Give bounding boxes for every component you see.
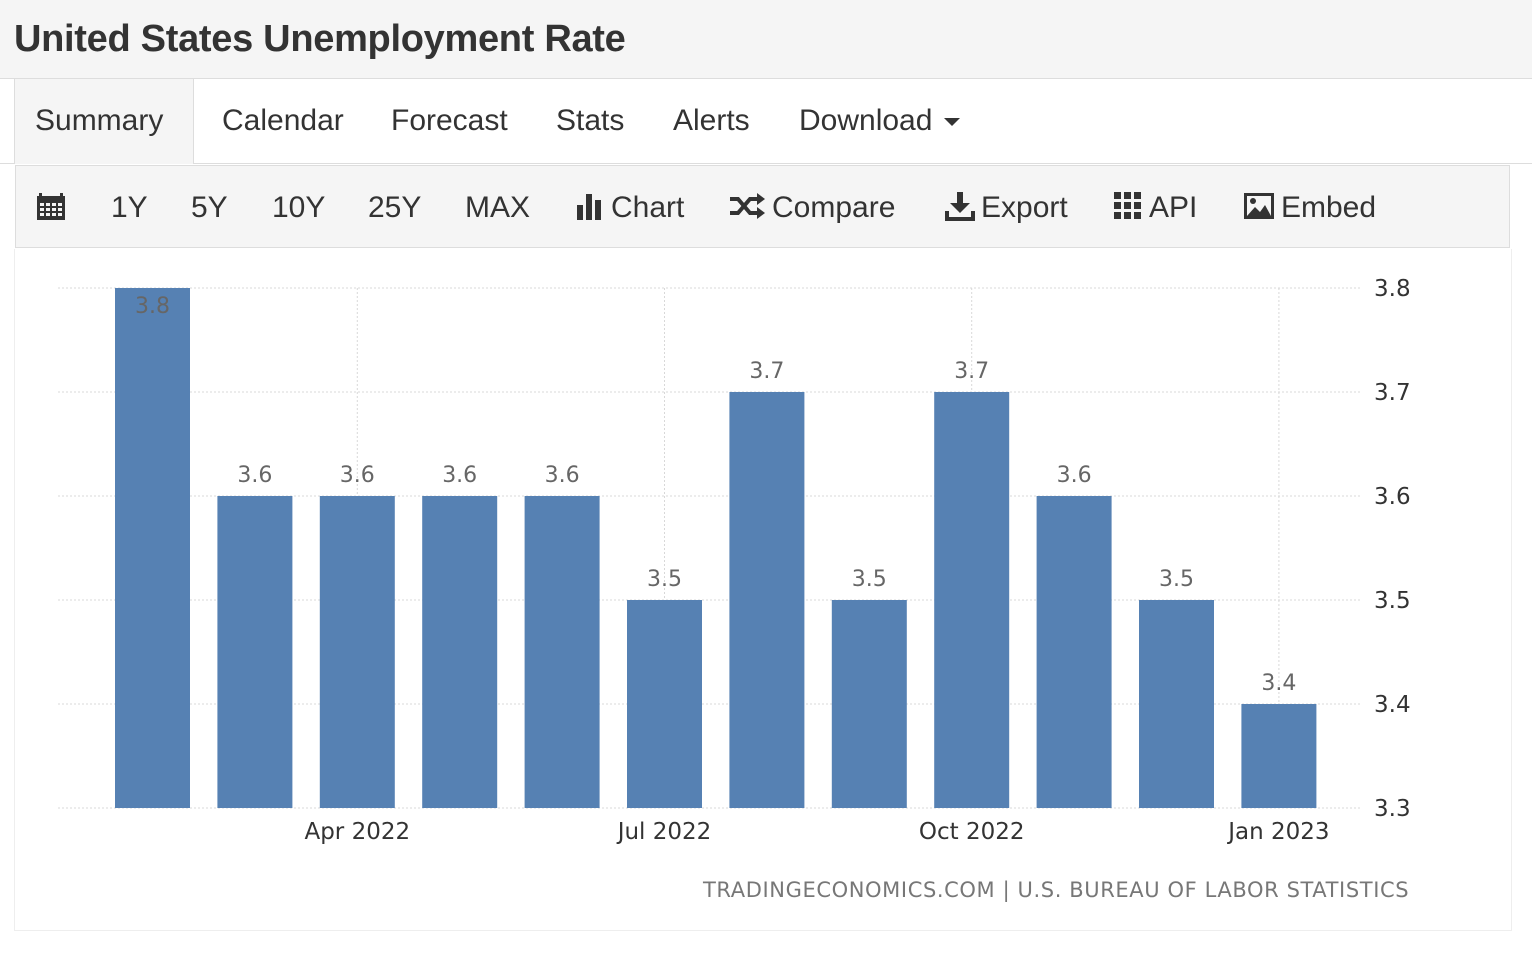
data-label: 3.4 bbox=[1261, 671, 1296, 696]
bar[interactable] bbox=[115, 288, 190, 808]
embed-button[interactable]: Embed bbox=[1243, 166, 1376, 249]
bar[interactable] bbox=[422, 496, 498, 808]
y-tick-label: 3.3 bbox=[1374, 796, 1411, 822]
y-tick-label: 3.5 bbox=[1374, 588, 1411, 614]
tab-download[interactable]: Download bbox=[799, 79, 961, 163]
bar[interactable] bbox=[319, 496, 395, 808]
data-label: 3.7 bbox=[954, 359, 989, 384]
tab-alerts-label: Alerts bbox=[673, 104, 750, 137]
export-button[interactable]: Export bbox=[945, 166, 1068, 249]
data-label: 3.6 bbox=[340, 463, 375, 488]
range-5y-button[interactable]: 5Y bbox=[191, 191, 228, 224]
tab-forecast-label: Forecast bbox=[391, 104, 508, 137]
data-label: 3.6 bbox=[1057, 463, 1092, 488]
tab-stats[interactable]: Stats bbox=[556, 79, 624, 163]
embed-label: Embed bbox=[1281, 191, 1377, 224]
data-labels: 3.8 3.6 3.6 3.6 3.6 3.5 3.7 3.5 3.7 3.6 3.5 3.4 bbox=[135, 294, 1296, 696]
tab-alerts[interactable]: Alerts bbox=[673, 79, 750, 163]
data-label: 3.5 bbox=[647, 567, 682, 592]
calendar-icon bbox=[37, 193, 65, 221]
y-tick-label: 3.4 bbox=[1374, 692, 1411, 718]
data-label: 3.6 bbox=[545, 463, 580, 488]
source-site: TRADINGECONOMICS.COM bbox=[703, 878, 996, 902]
source-separator: | bbox=[1002, 878, 1011, 902]
tab-stats-label: Stats bbox=[556, 104, 625, 137]
api-button[interactable]: API bbox=[1113, 166, 1197, 249]
caret-down-icon bbox=[944, 118, 961, 127]
bar-chart-icon bbox=[577, 194, 601, 221]
y-tick-label: 3.7 bbox=[1374, 380, 1411, 406]
x-tick-label: Jul 2022 bbox=[616, 819, 712, 845]
tab-forecast[interactable]: Forecast bbox=[391, 79, 508, 163]
chart-type-button[interactable]: Chart bbox=[575, 166, 684, 249]
source-credit: TRADINGECONOMICS.COM | U.S. BUREAU OF LA… bbox=[703, 878, 1409, 902]
tab-calendar[interactable]: Calendar bbox=[222, 79, 344, 163]
chart-label: Chart bbox=[611, 191, 685, 224]
source-agency: U.S. BUREAU OF LABOR STATISTICS bbox=[1017, 878, 1410, 902]
data-label: 3.6 bbox=[442, 463, 477, 488]
grid-icon bbox=[1114, 192, 1141, 220]
tab-summary-label: Summary bbox=[35, 104, 164, 137]
tab-summary[interactable]: Summary bbox=[14, 79, 194, 164]
x-tick-label: Jan 2023 bbox=[1226, 819, 1329, 845]
y-tick-label: 3.8 bbox=[1374, 276, 1411, 302]
api-label: API bbox=[1149, 191, 1198, 224]
data-label: 3.6 bbox=[237, 463, 272, 488]
tab-download-label: Download bbox=[799, 104, 933, 137]
range-25y-button[interactable]: 25Y bbox=[368, 191, 422, 224]
bar[interactable] bbox=[217, 496, 293, 808]
image-icon bbox=[1244, 193, 1274, 220]
tab-calendar-label: Calendar bbox=[222, 104, 344, 137]
compare-button[interactable]: Compare bbox=[728, 166, 895, 249]
bars bbox=[115, 288, 1317, 808]
page-title: United States Unemployment Rate bbox=[14, 18, 626, 60]
bar[interactable] bbox=[627, 600, 702, 808]
export-label: Export bbox=[981, 191, 1068, 224]
data-label: 3.8 bbox=[135, 294, 170, 319]
x-tick-label: Oct 2022 bbox=[919, 819, 1025, 845]
calendar-button[interactable] bbox=[36, 166, 72, 249]
range-1y-button[interactable]: 1Y bbox=[111, 191, 148, 224]
range-10y-button[interactable]: 10Y bbox=[272, 191, 326, 224]
shuffle-icon bbox=[730, 193, 765, 220]
data-label: 3.5 bbox=[852, 567, 887, 592]
bar[interactable] bbox=[729, 392, 805, 808]
data-label: 3.5 bbox=[1159, 567, 1194, 592]
bar[interactable] bbox=[1139, 600, 1214, 808]
range-max-button[interactable]: MAX bbox=[465, 191, 531, 224]
tab-bar: Summary Calendar Forecast Stats Alerts D… bbox=[0, 79, 1532, 164]
axis-labels: 3.3 3.4 3.5 3.6 3.7 3.8 Apr 2022 Jul 2022 Oct 20… bbox=[304, 276, 1410, 845]
data-label: 3.7 bbox=[749, 359, 784, 384]
bar[interactable] bbox=[524, 496, 600, 808]
download-icon bbox=[945, 192, 975, 222]
chart-toolbar: 1Y 5Y 10Y 25Y MAX Chart Compare Export bbox=[15, 165, 1510, 248]
bar[interactable] bbox=[1036, 496, 1112, 808]
bar[interactable] bbox=[831, 600, 907, 808]
compare-label: Compare bbox=[772, 191, 896, 224]
bar[interactable] bbox=[934, 392, 1010, 808]
x-tick-label: Apr 2022 bbox=[304, 819, 410, 845]
y-tick-label: 3.6 bbox=[1374, 484, 1411, 510]
title-bar: United States Unemployment Rate bbox=[0, 0, 1532, 79]
bar[interactable] bbox=[1241, 704, 1317, 808]
